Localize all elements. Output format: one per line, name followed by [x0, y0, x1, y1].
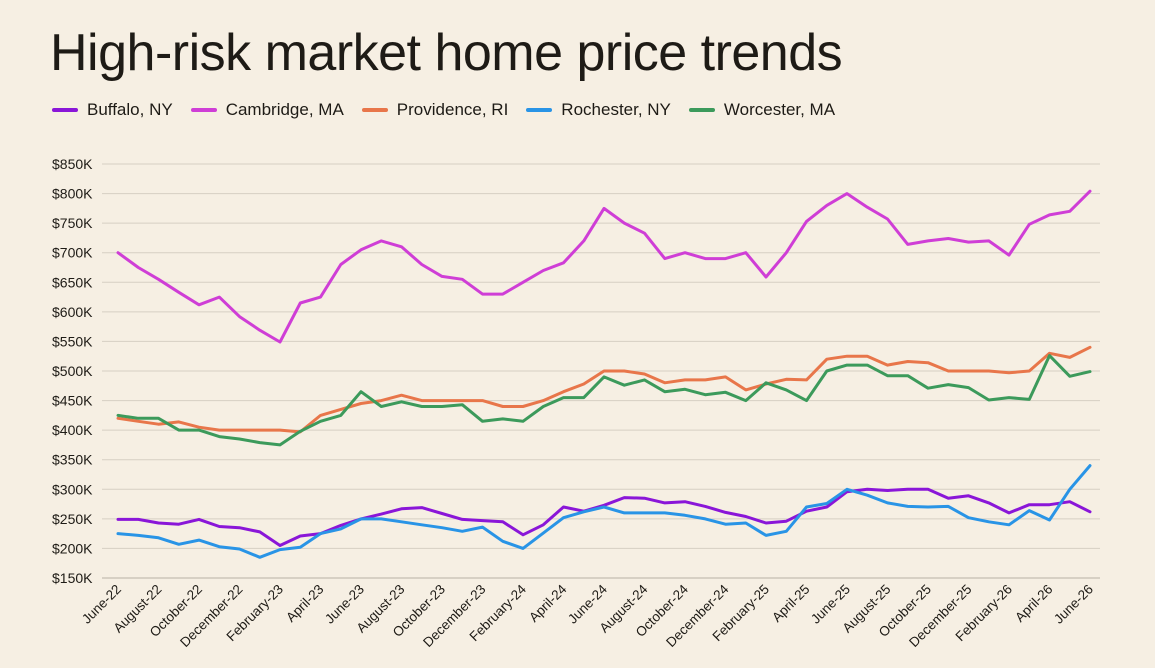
x-tick-label: April-24	[526, 581, 570, 625]
series-line-buffalo	[116, 487, 1092, 547]
legend-item-worcester: Worcester, MA	[688, 100, 836, 120]
legend-label-buffalo: Buffalo, NY	[87, 100, 173, 119]
legend-label-worcester: Worcester, MA	[723, 100, 836, 119]
chart-legend: Buffalo, NY Cambridge, MA Providence, RI…	[52, 98, 835, 122]
legend-swatch-cambridge	[190, 108, 217, 112]
series-line-cambridge	[116, 189, 1092, 344]
y-tick-label: $350K	[52, 452, 93, 468]
chart-title: High-risk market home price trends	[50, 24, 843, 82]
x-tick-label: April-23	[283, 582, 327, 626]
legend-item-cambridge: Cambridge, MA	[190, 100, 344, 120]
legend-item-buffalo: Buffalo, NY	[52, 100, 173, 120]
legend-swatch-buffalo	[52, 108, 78, 112]
legend-item-providence: Providence, RI	[361, 100, 509, 120]
y-tick-label: $200K	[52, 540, 93, 556]
legend-label-cambridge: Cambridge, MA	[225, 100, 344, 119]
y-tick-label: $400K	[52, 422, 93, 438]
y-tick-label: $750K	[52, 215, 93, 231]
y-tick-label: $600K	[52, 304, 93, 320]
y-tick-label: $700K	[52, 245, 93, 261]
legend-swatch-providence	[361, 108, 388, 112]
y-tick-label: $450K	[52, 393, 93, 409]
legend-swatch-rochester	[526, 108, 553, 112]
legend-item-rochester: Rochester, NY	[526, 100, 671, 120]
series-line-rochester	[116, 464, 1092, 559]
y-tick-label: $650K	[52, 274, 93, 290]
y-tick-label: $150K	[52, 570, 93, 586]
x-tick-label: April-25	[769, 582, 813, 626]
legend-label-providence: Providence, RI	[396, 100, 509, 119]
legend-label-rochester: Rochester, NY	[561, 100, 671, 119]
series-line-worcester	[116, 354, 1092, 447]
legend-swatch-worcester	[688, 108, 715, 112]
y-tick-label: $500K	[52, 363, 93, 379]
y-tick-label: $850K	[52, 156, 93, 172]
y-tick-label: $250K	[52, 511, 93, 527]
y-tick-label: $800K	[52, 186, 93, 202]
series-line-providence	[116, 345, 1092, 434]
y-tick-label: $550K	[52, 333, 93, 349]
x-tick-label: April-26	[1012, 582, 1056, 626]
y-tick-label: $300K	[52, 481, 93, 497]
x-tick-label: June-26	[1051, 582, 1096, 627]
